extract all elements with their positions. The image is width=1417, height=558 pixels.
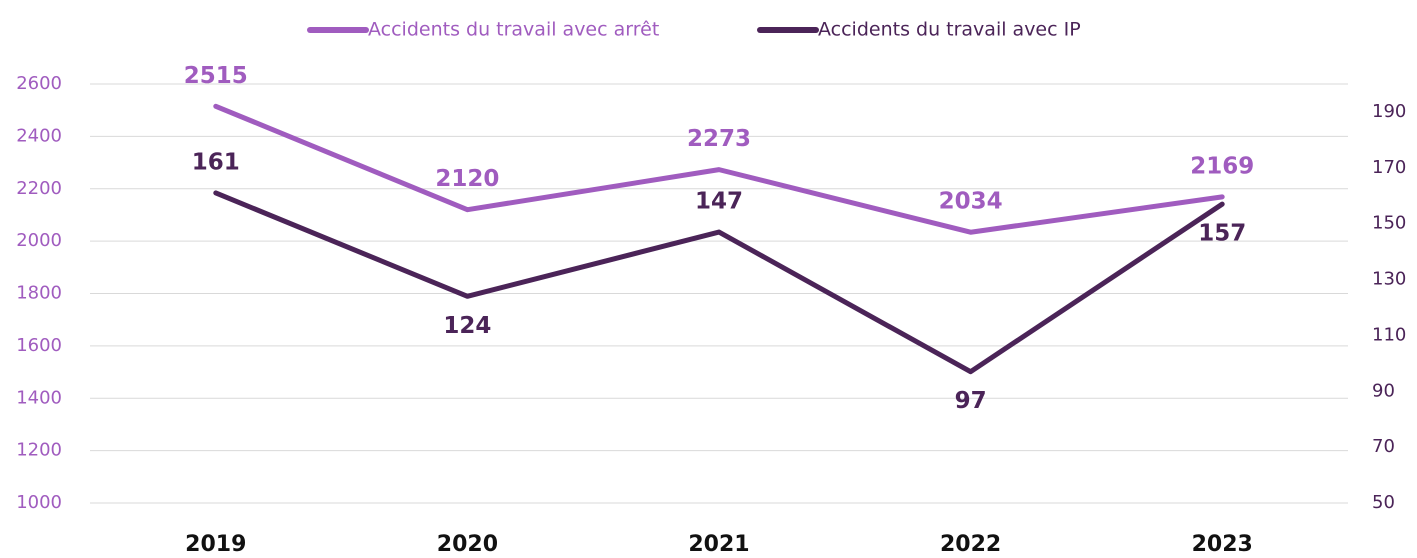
y-tick-label: 2200 xyxy=(16,178,62,199)
legend-label: Accidents du travail avec arrêt xyxy=(368,19,659,41)
y-tick-label: 1600 xyxy=(16,335,62,356)
x-tick-label: 2022 xyxy=(940,532,1001,557)
y2-tick-label: 150 xyxy=(1372,213,1406,234)
x-tick-label: 2023 xyxy=(1192,532,1253,557)
y2-tick-label: 50 xyxy=(1372,492,1395,513)
data-label: 157 xyxy=(1198,221,1246,247)
y-tick-label: 1000 xyxy=(16,492,62,513)
legend-label: Accidents du travail avec IP xyxy=(818,19,1081,41)
y2-tick-label: 110 xyxy=(1372,324,1406,345)
y-tick-label: 2600 xyxy=(16,73,62,94)
x-tick-label: 2019 xyxy=(185,532,246,557)
data-label: 147 xyxy=(695,189,743,215)
y-tick-label: 1800 xyxy=(16,283,62,304)
data-label: 2120 xyxy=(435,166,499,192)
data-label: 2515 xyxy=(184,63,248,89)
y2-tick-label: 70 xyxy=(1372,436,1395,457)
series-line xyxy=(213,190,1225,375)
y2-tick-label: 90 xyxy=(1372,380,1395,401)
y-tick-label: 2000 xyxy=(16,230,62,251)
y-tick-label: 1200 xyxy=(16,440,62,461)
data-label: 2034 xyxy=(939,189,1003,215)
x-tick-label: 2021 xyxy=(688,532,749,557)
y2-tick-label: 190 xyxy=(1372,101,1406,122)
y2-tick-label: 130 xyxy=(1372,269,1406,290)
series-line xyxy=(213,103,1225,235)
data-label: 97 xyxy=(955,388,987,414)
data-label: 161 xyxy=(192,149,240,175)
y-tick-label: 2400 xyxy=(16,125,62,146)
x-tick-label: 2020 xyxy=(437,532,498,557)
data-label: 2169 xyxy=(1190,153,1254,179)
data-label: 124 xyxy=(443,313,491,339)
y-tick-label: 1400 xyxy=(16,387,62,408)
data-label: 2273 xyxy=(687,126,751,152)
y2-tick-label: 170 xyxy=(1372,157,1406,178)
